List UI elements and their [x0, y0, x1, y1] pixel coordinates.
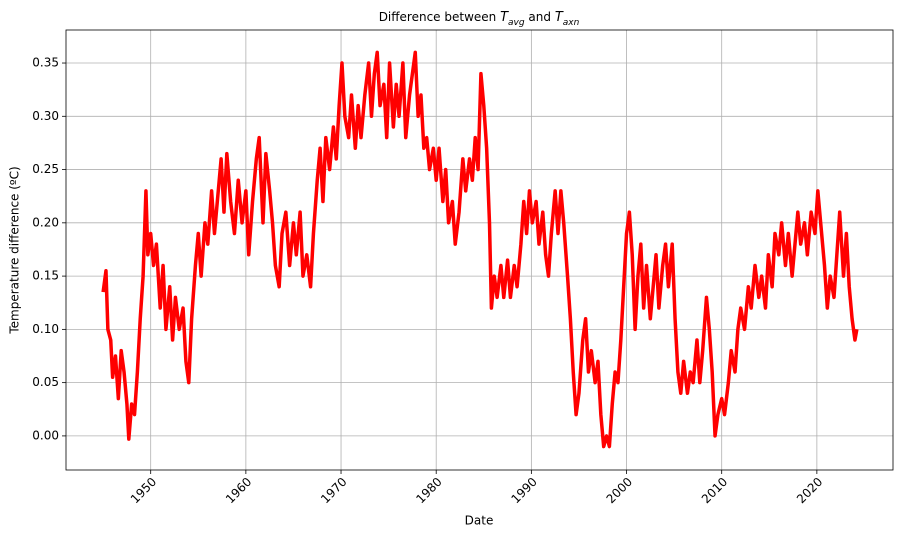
title-subscript: axn	[563, 18, 580, 28]
x-tick-label: 2010	[699, 475, 730, 506]
y-tick-label: 0.00	[32, 428, 59, 442]
title-symbol: T	[500, 10, 509, 25]
y-tick-label: 0.05	[32, 375, 59, 389]
x-tick-label: 1980	[413, 475, 444, 506]
y-tick-label: 0.25	[32, 162, 59, 176]
x-tick-label: 2000	[604, 475, 635, 506]
title-text: and	[525, 10, 555, 24]
x-tick-label: 2020	[794, 475, 825, 506]
y-tick-label: 0.30	[32, 109, 59, 123]
chart-title: Difference between Tavg and Taxn	[379, 10, 580, 28]
title-symbol: T	[555, 10, 564, 25]
title-subscript: avg	[508, 18, 525, 28]
y-tick-label: 0.35	[32, 56, 59, 70]
x-tick-label: 1970	[318, 475, 349, 506]
plot-frame	[65, 29, 894, 471]
y-tick-label: 0.20	[32, 215, 59, 229]
x-axis-label: Date	[465, 514, 494, 528]
x-tick-label: 1960	[223, 475, 254, 506]
x-tick-label: 1990	[508, 475, 539, 506]
x-tick-label: 1950	[128, 475, 159, 506]
y-tick-label: 0.10	[32, 322, 59, 336]
y-tick-label: 0.15	[32, 269, 59, 283]
y-axis-label: Temperature difference (ºC)	[8, 166, 22, 334]
data-line	[101, 50, 859, 449]
title-text: Difference between	[379, 10, 500, 24]
